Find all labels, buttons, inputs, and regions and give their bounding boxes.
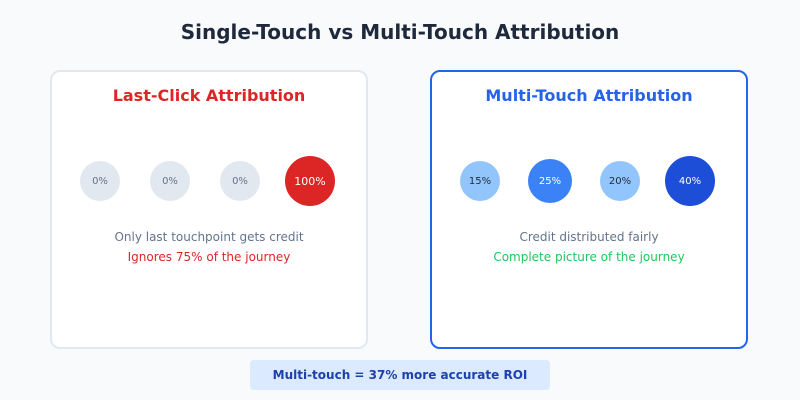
touchpoint-value: 20% — [608, 175, 632, 187]
touchpoint-circle: 15% — [460, 161, 500, 201]
panel-description: Credit distributed fairly — [519, 230, 659, 244]
touchpoint-circle: 0% — [150, 161, 190, 201]
touchpoint-value: 100% — [294, 174, 326, 188]
page-title: Single-Touch vs Multi-Touch Attribution — [180, 20, 620, 44]
touchpoint-value: 40% — [678, 175, 702, 187]
touchpoint-value: 0% — [232, 175, 248, 187]
multi-touch-panel: Multi-Touch Attribution 15% 25% 20% 40% … — [430, 70, 748, 349]
touchpoint-value: 15% — [468, 175, 492, 187]
roi-summary-text: Multi-touch = 37% more accurate ROI — [272, 368, 528, 382]
panel-note: Ignores 75% of the journey — [127, 250, 291, 264]
touchpoint-value: 0% — [162, 175, 178, 187]
panel-title: Last-Click Attribution — [112, 86, 306, 105]
touchpoint-circle: 0% — [220, 161, 260, 201]
roi-summary-banner: Multi-touch = 37% more accurate ROI — [250, 360, 550, 390]
touchpoint-circle: 40% — [665, 156, 715, 206]
touchpoint-circle: 20% — [600, 161, 640, 201]
touchpoint-value: 25% — [538, 175, 562, 187]
panel-title: Multi-Touch Attribution — [485, 86, 693, 105]
touchpoint-circle: 0% — [80, 161, 120, 201]
last-click-panel: Last-Click Attribution 0% 0% 0% 100% Onl… — [50, 70, 368, 349]
touchpoint-value: 0% — [92, 175, 108, 187]
touchpoint-circle: 100% — [285, 156, 335, 206]
panel-description: Only last touchpoint gets credit — [114, 230, 304, 244]
touchpoint-circle: 25% — [528, 159, 572, 203]
panel-note: Complete picture of the journey — [493, 250, 685, 264]
